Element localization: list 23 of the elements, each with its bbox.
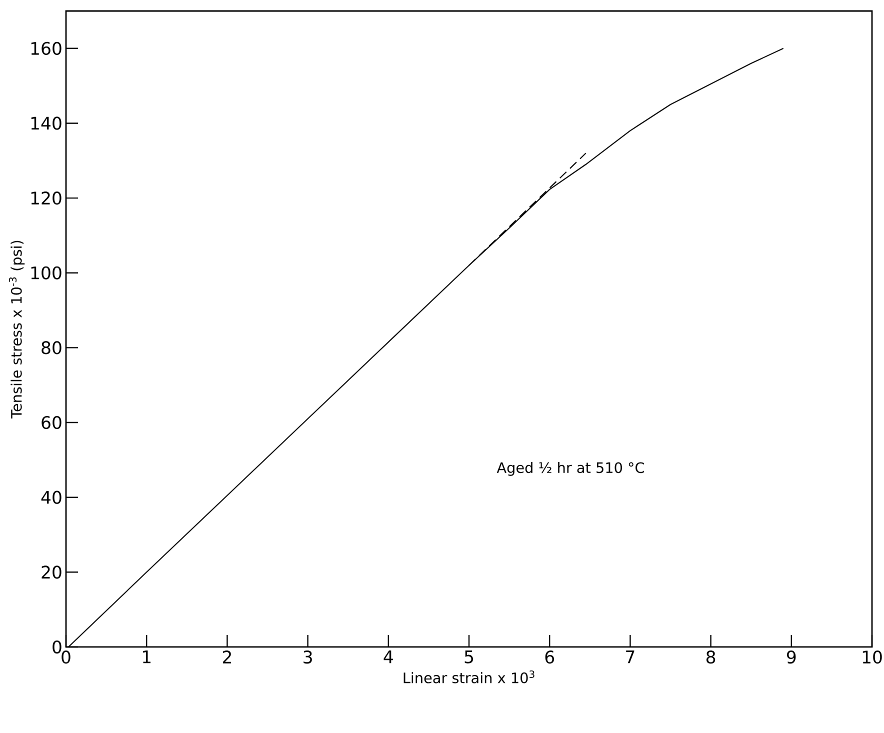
x-tick-label: 7	[626, 650, 634, 664]
x-tick-label: 2	[222, 650, 231, 664]
x-tick-label: 4	[384, 650, 393, 664]
x-tick-label: 10	[862, 650, 882, 664]
x-tick-label: 1	[143, 650, 150, 664]
x-tick-label: 3	[304, 650, 312, 664]
y-tick-label: 60	[42, 416, 62, 430]
x-tick-label: 0	[62, 650, 70, 664]
y-tick-label: 0	[52, 640, 62, 654]
x-tick-label: 6	[545, 650, 554, 664]
annotation: Aged ½ hr at 510 °C	[496, 462, 644, 476]
y-tick-label: 80	[42, 341, 62, 354]
x-tick-label: 9	[786, 650, 796, 664]
y-tick-label: 120	[31, 192, 62, 205]
y-tick-label: 160	[31, 42, 62, 55]
y-tick-label: 40	[41, 490, 62, 504]
x-axis-title: Linear strain x 10$^{3}$	[404, 670, 534, 684]
x-tick-label: 5	[464, 650, 473, 664]
y-tick-label: 140	[31, 116, 62, 130]
y-axis-title: Tensile stress x 10$^{-3}$ (psi)	[8, 240, 25, 418]
x-tick-label: 8	[706, 650, 716, 664]
y-tick-label: 20	[42, 566, 62, 579]
y-tick-label: 100	[31, 266, 62, 280]
